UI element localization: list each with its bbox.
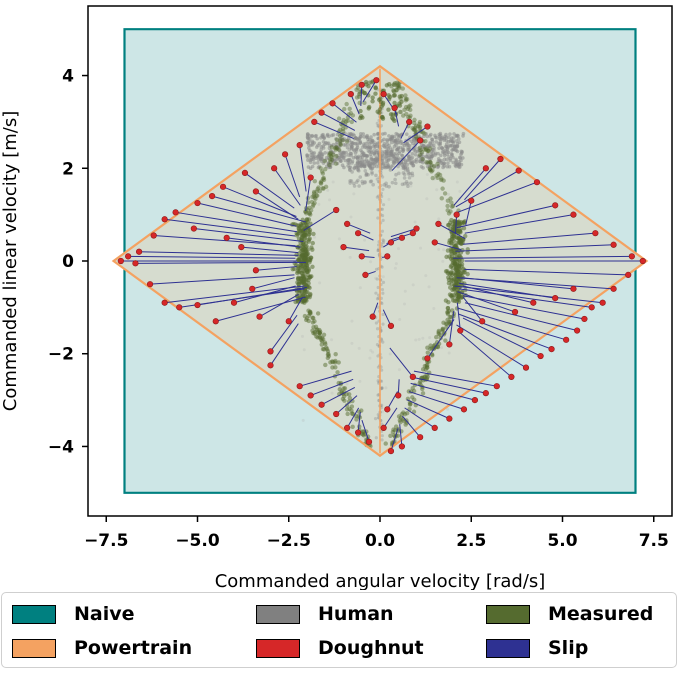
y-tick-label: 4 [62,67,74,87]
powertrain-outline [111,64,649,458]
legend-item-slip: Slip [486,637,588,659]
legend-swatch-doughnut [256,638,300,658]
legend-label-naive: Naive [74,603,135,625]
legend-swatch-measured [486,604,530,624]
legend-swatch-naive [12,604,56,624]
legend-item-powertrain: Powertrain [12,637,192,659]
y-tick-label: 2 [62,159,74,179]
x-tick-label: −2.5 [267,531,311,551]
legend-item-naive: Naive [12,603,135,625]
legend-label-measured: Measured [548,603,654,625]
legend: Naive Powertrain Human Doughnut Measured… [1,592,677,668]
slip-arrows [120,79,643,452]
legend-item-human: Human [256,603,394,625]
chart: −7.5 −5.0 −2.5 0.0 2.5 5.0 7.5 −4 −2 0 2 4 Commande… [0,5,673,590]
legend-swatch-powertrain [12,638,56,658]
y-tick-label: 0 [62,252,74,272]
legend-label-human: Human [318,603,394,625]
x-tick-label: 2.5 [456,531,486,551]
x-tick-label: 5.0 [547,531,577,551]
x-axis-label: Commanded angular velocity [rad/s] [215,571,546,590]
x-tick-label: 7.5 [639,531,669,551]
human-points [297,88,466,442]
y-tick-label: −2 [48,345,74,365]
x-tick-label: 0.0 [365,531,395,551]
doughnut-points [117,77,646,455]
legend-swatch-human [256,604,300,624]
x-tick-label: −5.0 [175,531,220,551]
x-tick-label: −7.5 [84,531,128,551]
y-axis-label: Commanded linear velocity [m/s] [0,111,21,411]
y-tick-label: −4 [48,437,74,457]
legend-label-powertrain: Powertrain [74,637,193,659]
legend-label-doughnut: Doughnut [318,637,424,659]
legend-swatch-slip [486,638,530,658]
legend-item-doughnut: Doughnut [256,637,424,659]
legend-label-slip: Slip [548,637,589,659]
legend-item-measured: Measured [486,603,653,625]
